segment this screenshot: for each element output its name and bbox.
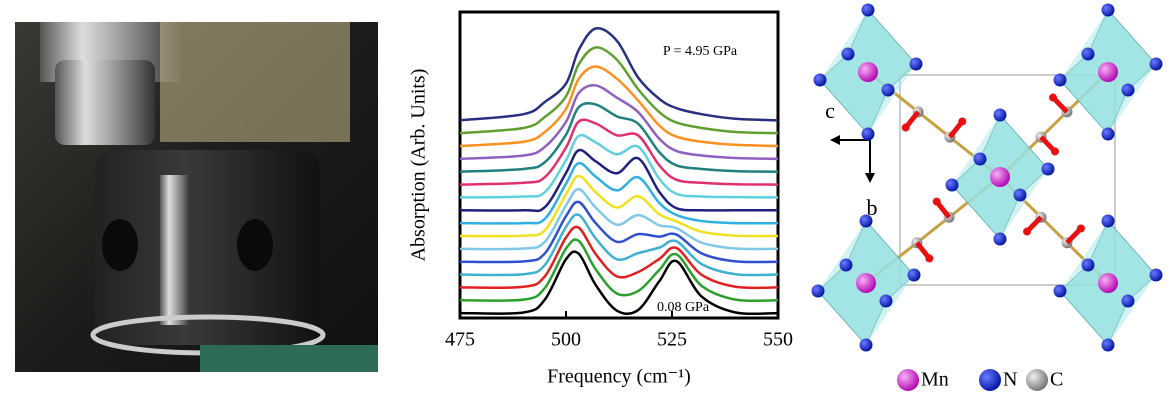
atom-n [811, 284, 825, 298]
x-tick-label: 525 [657, 329, 687, 351]
atom-n [1101, 127, 1115, 141]
atom-n [859, 338, 873, 352]
atom-n [859, 214, 873, 228]
spectrum-line [459, 213, 779, 277]
atom-n [881, 83, 895, 97]
atom-n [1101, 3, 1115, 17]
x-tick-label: 500 [551, 329, 581, 351]
atom-n [879, 294, 893, 308]
atom-n [1081, 47, 1095, 61]
atom-n [1101, 214, 1115, 228]
atom-n [993, 108, 1007, 122]
atom-n [1101, 338, 1115, 352]
atom-n [973, 152, 987, 166]
legend-label: Mn [921, 369, 949, 391]
atom-n [945, 178, 959, 192]
spectrum-line [459, 187, 779, 251]
atom-mn [856, 273, 876, 293]
x-tick-label: 475 [445, 329, 475, 351]
spectrum-line [459, 46, 779, 135]
atom-n [1013, 188, 1027, 202]
annotation: 0.08 GPa [657, 300, 710, 315]
atom-n [861, 127, 875, 141]
arrow-head [925, 254, 934, 263]
spectrum-line [459, 133, 779, 199]
atom-n [1121, 294, 1135, 308]
spectrum-line [459, 118, 779, 186]
spectrum-line [459, 27, 779, 122]
atom-n [1149, 57, 1163, 71]
spectrum-line [459, 161, 779, 225]
atom-mn [858, 62, 878, 82]
atom-mn [990, 167, 1010, 187]
spectrum-line [459, 102, 779, 173]
arrow-head [1049, 93, 1058, 102]
atom-n [813, 73, 827, 87]
spectrum-line [459, 174, 779, 238]
spectra-chart: Absorption (Arb. Units) Frequency (cm⁻¹)… [408, 10, 793, 388]
atom-n [909, 57, 923, 71]
crystal-structure: c b Mn N C [811, 3, 1163, 391]
axis-label: b [867, 195, 878, 220]
atom-n [1081, 258, 1095, 272]
spectrum-line [459, 238, 779, 303]
plot-frame [458, 10, 780, 320]
atom-n [1053, 284, 1067, 298]
legend-label: C [1050, 369, 1063, 391]
x-tick-label: 550 [763, 329, 793, 351]
x-axis-label: Frequency (cm⁻¹) [547, 366, 691, 388]
spectrum-line [459, 200, 779, 264]
atom-n [993, 232, 1007, 246]
atom-n [841, 47, 855, 61]
axis-label: c [825, 98, 835, 123]
spectrum-line [459, 225, 779, 290]
arrow-head [1050, 147, 1059, 156]
arrow-head [1023, 227, 1032, 236]
atom-n [1041, 162, 1055, 176]
photo [15, 22, 378, 372]
atom-n [1053, 73, 1067, 87]
spectrum-line [459, 250, 779, 316]
atom-n [839, 258, 853, 272]
arrow-head [958, 117, 967, 126]
arrow-head [1076, 224, 1085, 233]
atom-n [907, 268, 921, 282]
atom-n [1121, 83, 1135, 97]
spectrum-line [459, 84, 779, 161]
spectrum-line [459, 65, 779, 148]
arrow-head [901, 123, 910, 132]
atom-n [1149, 268, 1163, 282]
y-axis-label: Absorption (Arb. Units) [408, 69, 430, 262]
arrow-head [932, 197, 941, 206]
atom-n [861, 3, 875, 17]
annotation: P = 4.95 GPa [663, 44, 738, 59]
spectrum-line [459, 148, 778, 213]
atom-mn [1098, 62, 1118, 82]
legend-label: N [1003, 369, 1017, 391]
atom-mn [1098, 273, 1118, 293]
